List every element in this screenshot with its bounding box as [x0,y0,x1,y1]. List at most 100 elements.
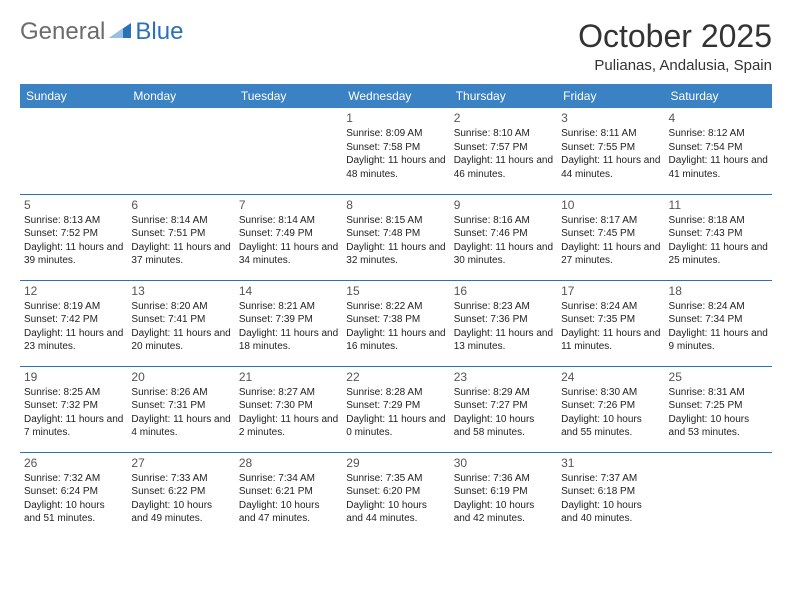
calendar-day-cell: 17 Sunrise: 8:24 AMSunset: 7:35 PMDayligh… [557,280,664,366]
calendar-empty-cell [127,108,234,194]
weekday-header: Friday [557,84,664,108]
day-info: Sunrise: 8:24 AMSunset: 7:35 PMDaylight:… [561,300,660,354]
calendar-day-cell: 4Sunrise: 8:12 AMSunset: 7:54 PMDaylight… [665,108,772,194]
calendar-page: General Blue October 2025 Pulianas, Anda… [0,0,792,556]
calendar-day-cell: 3Sunrise: 8:11 AMSunset: 7:55 PMDaylight… [557,108,664,194]
calendar-day-cell: 20 Sunrise: 8:26 AMSunset: 7:31 PMDayligh… [127,366,234,452]
day-number: 26 [24,456,123,470]
day-info: Sunrise: 7:34 AMSunset: 6:21 PMDaylight:… [239,472,338,526]
day-number: 21 [239,370,338,384]
calendar-day-cell: 24 Sunrise: 8:30 AMSunset: 7:26 PMDayligh… [557,366,664,452]
day-info: Sunrise: 8:20 AMSunset: 7:41 PMDaylight:… [131,300,230,354]
day-info: Sunrise: 8:16 AMSunset: 7:46 PMDaylight:… [454,214,553,268]
day-number: 29 [346,456,445,470]
day-number: 20 [131,370,230,384]
day-info: Sunrise: 8:13 AMSunset: 7:52 PMDaylight:… [24,214,123,268]
day-info: Sunrise: 8:25 AMSunset: 7:32 PMDaylight:… [24,386,123,440]
day-number: 30 [454,456,553,470]
day-number: 16 [454,284,553,298]
calendar-day-cell: 10 Sunrise: 8:17 AMSunset: 7:45 PMDayligh… [557,194,664,280]
day-number: 24 [561,370,660,384]
day-info: Sunrise: 8:14 AMSunset: 7:51 PMDaylight:… [131,214,230,268]
calendar-day-cell: 26 Sunrise: 7:32 AMSunset: 6:24 PMDayligh… [20,452,127,538]
calendar-day-cell: 22 Sunrise: 8:28 AMSunset: 7:29 PMDayligh… [342,366,449,452]
day-info: Sunrise: 8:19 AMSunset: 7:42 PMDaylight:… [24,300,123,354]
day-info: Sunrise: 8:23 AMSunset: 7:36 PMDaylight:… [454,300,553,354]
logo-text-general: General [20,18,105,46]
calendar-empty-cell [20,108,127,194]
day-info: Sunrise: 8:21 AMSunset: 7:39 PMDaylight:… [239,300,338,354]
calendar-day-cell: 23 Sunrise: 8:29 AMSunset: 7:27 PMDayligh… [450,366,557,452]
day-number: 1 [346,111,445,125]
location-text: Pulianas, Andalusia, Spain [578,57,772,74]
calendar-table: SundayMondayTuesdayWednesdayThursdayFrid… [20,84,772,538]
weekday-header: Thursday [450,84,557,108]
calendar-day-cell: 7 Sunrise: 8:14 AMSunset: 7:49 PMDaylight… [235,194,342,280]
day-number: 10 [561,198,660,212]
calendar-day-cell: 5Sunrise: 8:13 AMSunset: 7:52 PMDaylight… [20,194,127,280]
calendar-day-cell: 28 Sunrise: 7:34 AMSunset: 6:21 PMDayligh… [235,452,342,538]
month-title: October 2025 [578,18,772,55]
day-info: Sunrise: 8:29 AMSunset: 7:27 PMDaylight:… [454,386,553,440]
day-number: 11 [669,198,768,212]
calendar-day-cell: 27Sunrise: 7:33 AMSunset: 6:22 PMDayligh… [127,452,234,538]
logo-text-blue: Blue [135,18,183,46]
day-info: Sunrise: 8:18 AMSunset: 7:43 PMDaylight:… [669,214,768,268]
day-number: 13 [131,284,230,298]
weekday-header: Tuesday [235,84,342,108]
calendar-day-cell: 30 Sunrise: 7:36 AMSunset: 6:19 PMDayligh… [450,452,557,538]
day-info: Sunrise: 8:28 AMSunset: 7:29 PMDaylight:… [346,386,445,440]
calendar-day-cell: 13 Sunrise: 8:20 AMSunset: 7:41 PMDayligh… [127,280,234,366]
calendar-day-cell: 12Sunrise: 8:19 AMSunset: 7:42 PMDayligh… [20,280,127,366]
calendar-header-row: SundayMondayTuesdayWednesdayThursdayFrid… [20,84,772,108]
day-info: Sunrise: 8:22 AMSunset: 7:38 PMDaylight:… [346,300,445,354]
calendar-body: 1Sunrise: 8:09 AMSunset: 7:58 PMDaylight… [20,108,772,538]
day-info: Sunrise: 7:36 AMSunset: 6:19 PMDaylight:… [454,472,553,526]
calendar-day-cell: 21 Sunrise: 8:27 AMSunset: 7:30 PMDayligh… [235,366,342,452]
calendar-day-cell: 31Sunrise: 7:37 AMSunset: 6:18 PMDayligh… [557,452,664,538]
calendar-day-cell: 18Sunrise: 8:24 AMSunset: 7:34 PMDayligh… [665,280,772,366]
day-number: 23 [454,370,553,384]
day-number: 19 [24,370,123,384]
calendar-day-cell: 11 Sunrise: 8:18 AMSunset: 7:43 PMDayligh… [665,194,772,280]
weekday-header: Wednesday [342,84,449,108]
day-info: Sunrise: 8:14 AMSunset: 7:49 PMDaylight:… [239,214,338,268]
calendar-week-row: 5Sunrise: 8:13 AMSunset: 7:52 PMDaylight… [20,194,772,280]
logo: General Blue [20,18,183,46]
day-info: Sunrise: 8:27 AMSunset: 7:30 PMDaylight:… [239,386,338,440]
day-number: 2 [454,111,553,125]
day-number: 25 [669,370,768,384]
day-info: Sunrise: 7:32 AMSunset: 6:24 PMDaylight:… [24,472,123,526]
calendar-week-row: 26 Sunrise: 7:32 AMSunset: 6:24 PMDayligh… [20,452,772,538]
calendar-day-cell: 2 Sunrise: 8:10 AMSunset: 7:57 PMDaylight… [450,108,557,194]
day-number: 22 [346,370,445,384]
day-number: 18 [669,284,768,298]
day-number: 9 [454,198,553,212]
calendar-day-cell: 19 Sunrise: 8:25 AMSunset: 7:32 PMDayligh… [20,366,127,452]
calendar-week-row: 12Sunrise: 8:19 AMSunset: 7:42 PMDayligh… [20,280,772,366]
day-info: Sunrise: 7:37 AMSunset: 6:18 PMDaylight:… [561,472,660,526]
day-info: Sunrise: 8:10 AMSunset: 7:57 PMDaylight:… [454,127,553,181]
day-info: Sunrise: 7:35 AMSunset: 6:20 PMDaylight:… [346,472,445,526]
calendar-week-row: 19 Sunrise: 8:25 AMSunset: 7:32 PMDayligh… [20,366,772,452]
logo-triangle-icon [109,18,131,46]
day-info: Sunrise: 8:15 AMSunset: 7:48 PMDaylight:… [346,214,445,268]
calendar-day-cell: 8Sunrise: 8:15 AMSunset: 7:48 PMDaylight… [342,194,449,280]
calendar-empty-cell [235,108,342,194]
day-number: 28 [239,456,338,470]
day-number: 6 [131,198,230,212]
day-number: 3 [561,111,660,125]
day-info: Sunrise: 8:26 AMSunset: 7:31 PMDaylight:… [131,386,230,440]
calendar-day-cell: 16 Sunrise: 8:23 AMSunset: 7:36 PMDayligh… [450,280,557,366]
day-number: 15 [346,284,445,298]
day-info: Sunrise: 8:12 AMSunset: 7:54 PMDaylight:… [669,127,768,181]
day-info: Sunrise: 8:30 AMSunset: 7:26 PMDaylight:… [561,386,660,440]
calendar-day-cell: 1Sunrise: 8:09 AMSunset: 7:58 PMDaylight… [342,108,449,194]
day-number: 7 [239,198,338,212]
weekday-header: Sunday [20,84,127,108]
calendar-day-cell: 29 Sunrise: 7:35 AMSunset: 6:20 PMDayligh… [342,452,449,538]
title-block: October 2025 Pulianas, Andalusia, Spain [578,18,772,74]
day-info: Sunrise: 8:17 AMSunset: 7:45 PMDaylight:… [561,214,660,268]
day-number: 27 [131,456,230,470]
day-number: 17 [561,284,660,298]
